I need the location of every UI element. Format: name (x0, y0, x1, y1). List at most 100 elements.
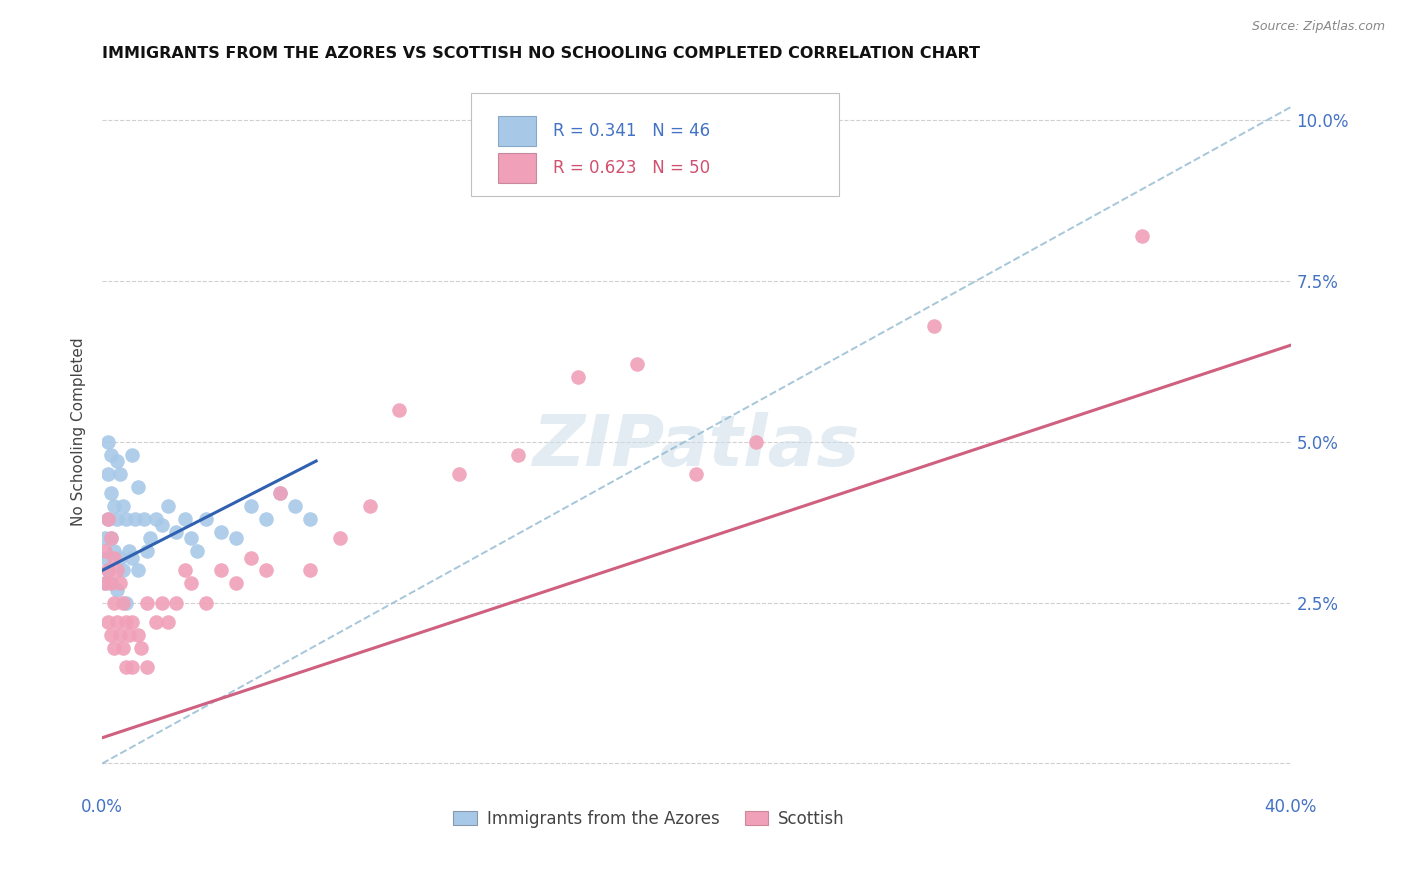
Point (100, 531, 122, 545)
Point (115, 660, 138, 674)
Point (94, 576, 117, 591)
Point (94, 550, 117, 565)
Point (508, 448, 530, 462)
Point (115, 615, 138, 629)
Point (166, 596, 188, 610)
Point (269, 486, 291, 500)
Point (105, 512, 128, 526)
Point (97, 615, 120, 629)
Point (209, 563, 232, 577)
Point (567, 370, 589, 384)
Point (180, 576, 202, 591)
Point (180, 531, 202, 545)
Point (225, 576, 247, 591)
Point (103, 544, 125, 558)
Point (239, 550, 262, 565)
Point (225, 531, 247, 545)
Point (129, 640, 152, 655)
FancyBboxPatch shape (471, 93, 839, 196)
Point (127, 628, 149, 642)
Point (626, 358, 648, 372)
Point (108, 576, 131, 591)
Point (139, 531, 162, 545)
Point (105, 563, 128, 577)
Point (124, 512, 146, 526)
Point (97, 563, 120, 577)
Point (105, 582, 128, 597)
Point (97, 512, 120, 526)
Point (186, 544, 208, 558)
Point (174, 512, 197, 526)
Point (103, 640, 125, 655)
Point (105, 615, 128, 629)
Point (118, 628, 141, 642)
Point (150, 518, 173, 533)
Point (115, 512, 138, 526)
Point (97, 434, 120, 449)
FancyBboxPatch shape (498, 116, 536, 145)
Point (94, 531, 117, 545)
FancyBboxPatch shape (498, 153, 536, 183)
Point (447, 467, 470, 481)
Point (105, 454, 128, 468)
Point (100, 628, 122, 642)
Point (103, 550, 125, 565)
Point (111, 640, 134, 655)
Point (108, 467, 131, 481)
Point (195, 512, 218, 526)
Point (115, 596, 138, 610)
Text: IMMIGRANTS FROM THE AZORES VS SCOTTISH NO SCHOOLING COMPLETED CORRELATION CHART: IMMIGRANTS FROM THE AZORES VS SCOTTISH N… (103, 46, 980, 62)
Point (118, 544, 141, 558)
Point (922, 318, 945, 333)
Point (100, 576, 122, 591)
Point (254, 563, 277, 577)
Point (195, 596, 218, 610)
Text: ZIPatlas: ZIPatlas (533, 412, 860, 481)
Y-axis label: No Schooling Completed: No Schooling Completed (72, 338, 86, 526)
Point (127, 480, 149, 494)
Point (150, 596, 173, 610)
Point (166, 524, 188, 539)
Point (100, 486, 122, 500)
Point (145, 615, 167, 629)
Point (135, 660, 157, 674)
Point (269, 486, 291, 500)
Point (103, 596, 125, 610)
Point (254, 512, 277, 526)
Point (111, 596, 134, 610)
Point (359, 499, 381, 513)
Point (121, 448, 143, 462)
Point (156, 499, 179, 513)
Point (111, 563, 134, 577)
Point (135, 596, 157, 610)
Text: R = 0.623   N = 50: R = 0.623 N = 50 (553, 159, 710, 177)
Point (100, 448, 122, 462)
Point (100, 531, 122, 545)
Point (745, 434, 768, 449)
Point (121, 550, 143, 565)
Point (239, 499, 262, 513)
Point (145, 512, 167, 526)
Point (100, 576, 122, 591)
Point (685, 467, 707, 481)
Legend: Immigrants from the Azores, Scottish: Immigrants from the Azores, Scottish (447, 803, 851, 834)
Point (108, 628, 131, 642)
Point (388, 402, 411, 417)
Point (299, 563, 322, 577)
Point (97, 512, 120, 526)
Point (209, 524, 232, 539)
Point (97, 467, 120, 481)
Text: Source: ZipAtlas.com: Source: ZipAtlas.com (1251, 20, 1385, 33)
Point (97, 563, 120, 577)
Point (127, 563, 149, 577)
Point (121, 615, 143, 629)
Point (329, 531, 352, 545)
Point (108, 550, 131, 565)
Point (174, 563, 197, 577)
Point (111, 499, 134, 513)
Point (103, 499, 125, 513)
Text: R = 0.341   N = 46: R = 0.341 N = 46 (553, 121, 710, 140)
Point (94, 576, 117, 591)
Point (1130, 228, 1153, 243)
Point (121, 660, 143, 674)
